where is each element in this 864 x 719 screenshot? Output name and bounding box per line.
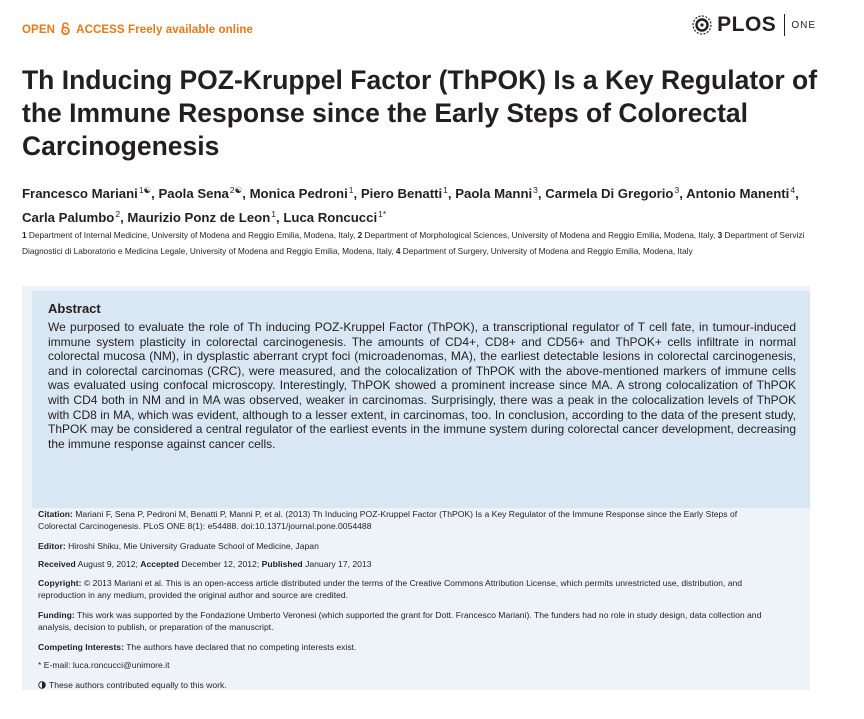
author-name: Carmela Di Gregorio <box>545 186 674 201</box>
open-label: OPEN <box>22 24 55 36</box>
dates: Received August 9, 2012; Accepted Decemb… <box>38 558 778 570</box>
affiliation-text: Department of Internal Medicine, Univers… <box>26 230 358 240</box>
author-separator: , <box>679 186 687 201</box>
abstract-heading: Abstract <box>48 301 101 316</box>
affiliation-number: 2 <box>357 230 363 240</box>
abstract-text: We purposed to evaluate the role of Th i… <box>48 320 796 451</box>
citation: Citation: Mariani F, Sena P, Pedroni M, … <box>38 508 778 532</box>
editor-text: Hiroshi Shiku, Mie University Graduate S… <box>68 541 319 551</box>
affiliation-number: 3 <box>717 230 723 240</box>
plos-logo-icon <box>692 15 712 35</box>
affiliation-text: Department of Morphological Sciences, Un… <box>362 230 718 240</box>
author-separator: , <box>151 186 159 201</box>
equal-contribution-note: These authors contributed equally to thi… <box>38 679 778 691</box>
editor-label: Editor: <box>38 541 66 551</box>
competing-text: The authors have declared that no compet… <box>126 642 357 652</box>
author-name: Francesco Mariani <box>22 186 138 201</box>
funding: Funding: This work was supported by the … <box>38 609 778 633</box>
author-separator: , <box>242 186 250 201</box>
author-affiliation-marker: 1☯ <box>138 185 152 195</box>
author-affiliation-marker: 1 <box>443 185 448 195</box>
equal-contribution-text: These authors contributed equally to thi… <box>49 680 227 690</box>
author-name: Carla Palumbo <box>22 210 115 225</box>
funding-label: Funding: <box>38 610 75 620</box>
author-separator: , <box>353 186 361 201</box>
competing-interests: Competing Interests: The authors have de… <box>38 641 778 653</box>
funding-text: This work was supported by the Fondazion… <box>38 610 762 632</box>
copyright-label: Copyright: <box>38 578 82 588</box>
published-label: Published <box>261 559 303 569</box>
author-affiliation-marker: 4 <box>790 185 796 195</box>
author-affiliation-marker: 2 <box>115 209 121 219</box>
affiliation-number: 1 <box>22 230 27 240</box>
copyright-text: © 2013 Mariani et al. This is an open-ac… <box>38 578 743 600</box>
journal-name: PLOS <box>717 13 777 36</box>
abstract-panel: Abstract We purposed to evaluate the rol… <box>32 291 810 508</box>
author-affiliation-marker: 1 <box>271 209 277 219</box>
author-affiliation-marker: 1* <box>378 209 387 219</box>
received-label: Received <box>38 559 76 569</box>
published-date: January 17, 2013 <box>305 559 372 569</box>
corresponding-email[interactable]: * E-mail: luca.roncucci@unimore.it <box>38 660 170 670</box>
author-affiliation-marker: 1 <box>348 185 354 195</box>
author-affiliation-marker: 2☯ <box>229 185 243 195</box>
journal-suffix: ONE <box>791 19 816 31</box>
author-affiliation-marker: 3 <box>533 185 538 195</box>
editor: Editor: Hiroshi Shiku, Mie University Gr… <box>38 540 778 552</box>
author-separator: , <box>447 186 456 201</box>
author-name: Maurizio Ponz de Leon <box>127 210 271 225</box>
received-date: August 9, 2012; <box>77 559 138 569</box>
equal-contribution-icon <box>38 681 46 689</box>
copyright: Copyright: © 2013 Mariani et al. This is… <box>38 577 778 601</box>
open-access-lock-icon <box>61 22 71 35</box>
author-separator: , <box>120 210 128 225</box>
affiliation-number: 4 <box>395 246 401 256</box>
citation-label: Citation: <box>38 509 73 519</box>
competing-label: Competing Interests: <box>38 642 124 652</box>
author-separator: , <box>537 186 546 201</box>
article-title: Th Inducing POZ-Kruppel Factor (ThPOK) I… <box>22 65 818 161</box>
article-info-box: Abstract We purposed to evaluate the rol… <box>22 286 810 690</box>
author-list: Francesco Mariani1☯, Paola Sena2☯, Monic… <box>22 180 812 228</box>
citation-text: Mariani F, Sena P, Pedroni M, Benatti P,… <box>38 509 738 531</box>
author-name: Luca Roncucci <box>283 210 378 225</box>
plos-one-logo: PLOS ONE <box>691 13 816 37</box>
author-separator: , <box>276 210 284 225</box>
author-name: Piero Benatti <box>360 186 443 201</box>
affiliation-text: Department of Surgery, University of Mod… <box>400 246 693 256</box>
author-name: Paola Sena <box>158 186 229 201</box>
access-label: ACCESS Freely available online <box>76 24 254 36</box>
open-access-banner: OPEN ACCESS Freely available online <box>22 22 253 36</box>
affiliations: 1 Department of Internal Medicine, Unive… <box>22 227 812 259</box>
accepted-date: December 12, 2012; <box>181 559 260 569</box>
author-name: Monica Pedroni <box>249 186 348 201</box>
affiliation-text: Department of Servizi Diagnostici di Lab… <box>22 230 805 256</box>
logo-divider <box>784 14 786 36</box>
accepted-label: Accepted <box>140 559 179 569</box>
author-name: Antonio Manenti <box>686 186 790 201</box>
author-name: Paola Manni <box>455 186 533 201</box>
author-affiliation-marker: 3 <box>674 185 680 195</box>
author-separator: , <box>795 186 799 201</box>
